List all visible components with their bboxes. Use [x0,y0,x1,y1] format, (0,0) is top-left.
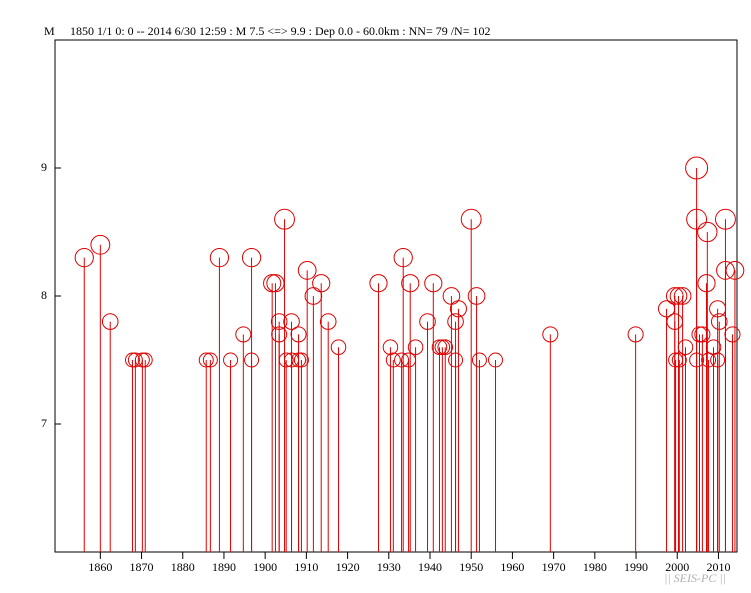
event-marker [263,274,282,293]
event-marker [369,274,388,293]
event-marker [198,352,214,368]
event-marker [401,274,420,293]
event-marker [715,208,736,230]
event-marker [293,352,309,368]
event-marker [725,261,745,280]
event-marker [488,352,504,368]
event-marker [669,287,688,305]
event-marker [290,326,307,343]
event-marker [278,352,294,368]
x-tick-label: 1910 [294,560,318,574]
event-marker [449,300,467,318]
chart-title: 1850 1/1 0: 0 -- 2014 6/30 12:59 : M 7.5… [70,24,491,38]
x-tick-label: 1960 [500,560,524,574]
y-tick-label: 7 [41,416,47,430]
event-marker [291,352,307,368]
event-marker [407,339,424,355]
plot-frame [54,39,738,553]
event-marker [319,313,337,330]
event-marker [460,208,482,230]
event-marker [202,352,218,368]
event-marker [209,247,230,268]
x-tick-label: 1890 [212,560,236,574]
event-marker [137,352,153,368]
event-marker [437,339,454,355]
event-marker [134,352,150,368]
event-marker [627,326,644,343]
event-marker [283,313,300,330]
event-marker [689,352,705,368]
x-tick-label: 1980 [583,560,607,574]
y-tick-label: 9 [41,160,47,174]
event-marker [665,287,684,305]
event-marker [434,339,451,355]
event-marker [271,326,288,343]
event-marker [382,339,399,355]
event-marker [710,352,726,368]
event-marker [677,339,694,355]
y-axis-label: M [44,24,55,38]
x-tick-label: 1900 [253,560,277,574]
event-marker [471,352,487,368]
event-marker [385,352,401,368]
watermark: || SEIS-PC || [664,571,726,585]
x-tick-label: 1970 [542,560,566,574]
event-marker [244,352,260,368]
event-marker [235,326,252,343]
event-marker [673,287,692,305]
event-marker [312,274,331,293]
event-marker [671,352,687,368]
x-tick-label: 2010 [706,560,730,574]
event-marker [686,208,708,230]
x-tick-label: 1940 [418,560,442,574]
event-marker [685,156,709,180]
event-marker [74,247,94,268]
event-marker [448,352,464,368]
event-marker [467,287,486,305]
x-tick-label: 2000 [665,560,689,574]
x-tick-label: 1870 [130,560,154,574]
x-tick-label: 1880 [171,560,195,574]
event-marker [223,352,239,368]
event-marker [270,313,288,330]
event-marker [101,313,119,330]
event-marker [694,326,711,343]
x-tick-label: 1990 [624,560,648,574]
event-marker [424,274,443,293]
event-marker [241,247,262,268]
event-marker [330,339,347,355]
event-marker [697,274,716,293]
event-marker [419,313,436,330]
x-tick-label: 1860 [88,560,112,574]
event-marker [724,326,741,343]
event-marker [90,234,111,255]
event-marker [124,352,140,368]
x-tick-label: 1950 [459,560,483,574]
event-marker [710,313,728,330]
y-tick-label: 8 [41,288,47,302]
event-marker [431,339,448,355]
event-marker [274,208,295,230]
event-marker [297,261,317,280]
event-marker [393,247,413,268]
x-tick-label: 1920 [336,560,360,574]
event-marker [447,313,464,330]
event-marker [542,326,559,343]
event-marker [697,221,718,243]
event-marker [716,261,735,280]
x-tick-label: 1930 [377,560,401,574]
